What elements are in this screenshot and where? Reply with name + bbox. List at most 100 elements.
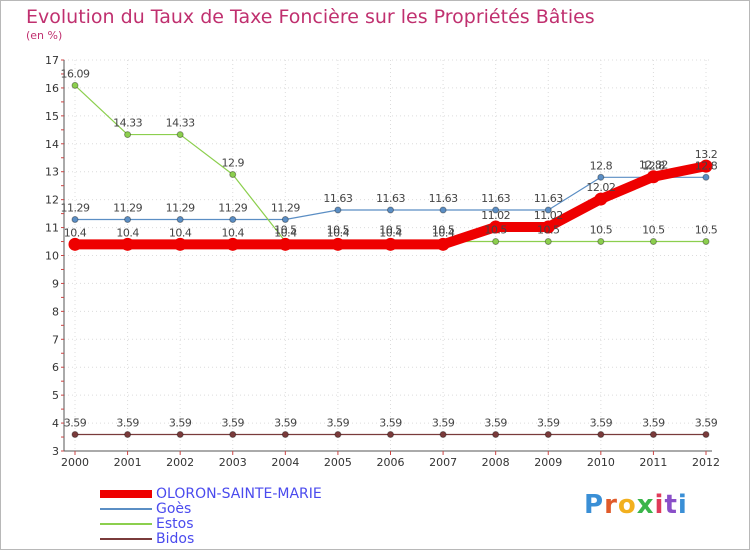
data-label: 10.4: [379, 226, 402, 239]
x-tick-label: 2008: [482, 456, 510, 469]
data-label: 12.8: [590, 159, 613, 172]
data-point: [71, 215, 79, 223]
data-label: 10.4: [64, 226, 87, 239]
data-point: [646, 170, 660, 184]
data-point: [384, 237, 397, 251]
legend-swatch-goes: [100, 508, 152, 510]
data-point: [649, 431, 657, 439]
x-tick-label: 2011: [639, 456, 667, 469]
data-point: [281, 431, 289, 439]
x-tick-label: 2002: [166, 456, 194, 469]
y-tick-label: 6: [52, 361, 59, 374]
logo-letter: r: [604, 490, 618, 520]
data-label: 3.59: [379, 417, 402, 430]
data-label: 10.4: [169, 226, 192, 239]
data-point: [124, 431, 132, 439]
data-label: 14.33: [113, 117, 142, 130]
data-point: [597, 238, 605, 246]
data-label: 12.82: [639, 159, 668, 172]
data-label: 10.5: [484, 224, 507, 237]
data-point: [544, 431, 552, 439]
y-axis-unit: (en %): [26, 29, 63, 42]
y-tick-label: 7: [52, 333, 59, 346]
data-label: 3.59: [327, 417, 350, 430]
data-label: 12.9: [222, 157, 245, 170]
data-point: [176, 215, 184, 223]
data-point: [702, 238, 710, 246]
data-label: 3.59: [432, 417, 455, 430]
data-label: 3.59: [222, 417, 245, 430]
data-label: 3.59: [537, 417, 560, 430]
legend-label-goes: Goès: [156, 501, 192, 517]
data-label: 10.4: [327, 226, 350, 239]
data-point: [649, 238, 657, 246]
y-tick-label: 14: [45, 138, 59, 151]
x-tick-label: 2003: [219, 456, 247, 469]
data-point: [173, 237, 187, 251]
data-point: [492, 206, 500, 214]
logo-letter: x: [636, 490, 655, 520]
data-label: 11.63: [534, 192, 563, 205]
x-tick-label: 2004: [271, 456, 299, 469]
x-tick-label: 2007: [429, 456, 457, 469]
logo-letter: t: [664, 490, 678, 520]
data-label: 11.29: [113, 201, 142, 214]
data-point: [387, 431, 394, 439]
data-point: [492, 431, 500, 439]
data-label: 10.5: [695, 224, 718, 237]
data-label: 16.09: [61, 67, 90, 80]
data-point: [71, 81, 79, 89]
data-label: 10.4: [432, 226, 455, 239]
data-label: 3.59: [116, 417, 139, 430]
logo-letter: i: [654, 490, 665, 520]
y-tick-label: 13: [45, 166, 59, 179]
data-point: [229, 215, 237, 223]
data-point: [229, 171, 237, 179]
data-point: [124, 215, 132, 223]
data-label: 11.63: [429, 192, 458, 205]
data-point: [544, 206, 552, 214]
data-label: 11.29: [218, 201, 247, 214]
data-label: 11.63: [323, 192, 352, 205]
data-point: [176, 431, 184, 439]
logo-letter: P: [584, 490, 605, 520]
data-point: [541, 220, 555, 234]
legend-item-oloron: OLORON-SAINTE-MARIE: [100, 486, 400, 502]
data-label: 12.8: [695, 159, 718, 172]
data-label: 11.02: [534, 209, 563, 222]
y-tick-label: 17: [45, 54, 59, 67]
data-point: [68, 237, 82, 251]
data-label: 12.02: [586, 181, 615, 194]
x-tick-label: 2000: [61, 456, 89, 469]
data-label: 10.4: [274, 226, 297, 239]
data-point: [436, 237, 450, 251]
y-tick-label: 12: [45, 194, 59, 207]
legend-swatch-estos: [100, 523, 152, 525]
y-tick-label: 3: [52, 445, 59, 458]
data-label: 11.29: [271, 201, 300, 214]
data-point: [492, 238, 500, 246]
data-point: [281, 215, 289, 223]
legend-label-oloron: OLORON-SAINTE-MARIE: [156, 486, 322, 502]
data-label: 10.5: [642, 224, 665, 237]
data-point: [544, 238, 552, 246]
proxiti-logo: Proxiti: [584, 490, 688, 520]
data-point: [597, 173, 605, 181]
data-point: [334, 431, 342, 439]
data-point: [121, 237, 135, 251]
data-point: [439, 431, 447, 439]
legend-item-estos: Estos: [100, 516, 400, 532]
legend-label-estos: Estos: [156, 516, 194, 532]
x-tick-label: 2001: [114, 456, 142, 469]
data-point: [278, 237, 292, 251]
logo-letter: o: [617, 490, 637, 520]
data-label: 3.59: [274, 417, 297, 430]
chart-title: Evolution du Taux de Taxe Foncière sur l…: [26, 6, 595, 28]
x-tick-label: 2010: [587, 456, 615, 469]
data-point: [439, 206, 447, 214]
legend-item-goes: Goès: [100, 501, 400, 517]
data-label: 11.29: [61, 201, 90, 214]
data-point: [334, 206, 342, 214]
data-label: 10.5: [590, 224, 613, 237]
y-tick-label: 8: [52, 305, 59, 318]
